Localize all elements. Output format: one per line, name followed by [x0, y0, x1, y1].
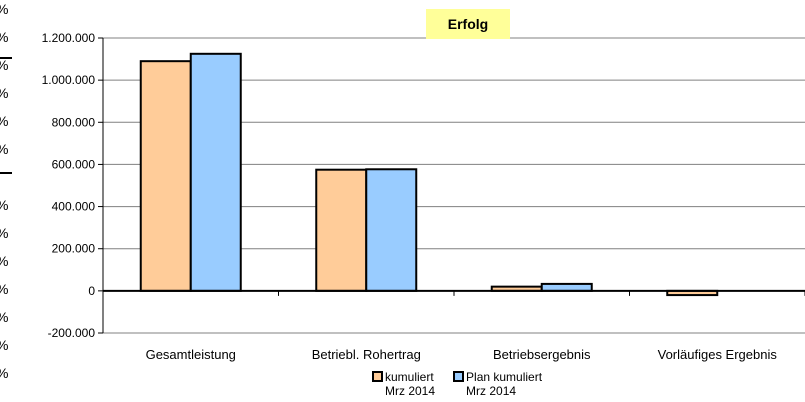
y-tick-label: -200.000	[48, 326, 96, 340]
legend-label-plan: Plan kumuliert Mrz 2014	[466, 370, 543, 398]
y-tick-label: 200.000	[52, 242, 96, 256]
edge-percent-glyph: %	[0, 113, 8, 129]
y-tick-label: 1.000.000	[42, 73, 96, 87]
edge-percent-glyph: %	[0, 309, 8, 325]
edge-percent-glyph: %	[0, 253, 8, 269]
edge-percent-glyph: %	[0, 225, 8, 241]
edge-percent-glyph: %	[0, 1, 8, 17]
x-tick-label: Vorläufiges Ergebnis	[658, 347, 778, 362]
legend-label-kumuliert: kumuliert Mrz 2014	[385, 370, 436, 398]
edge-percent-glyph: %	[0, 197, 8, 213]
y-tick-label: 0	[88, 284, 95, 298]
x-tick-label: Betriebsergebnis	[493, 347, 591, 362]
chart-legend: kumuliert Mrz 2014 Plan kumuliert Mrz 20…	[372, 370, 542, 398]
legend-swatch-plan	[453, 371, 465, 382]
y-tick-label: 400.000	[52, 200, 96, 214]
bar-plan	[189, 52, 242, 292]
edge-percent-glyph: %	[0, 337, 8, 353]
y-tick-label: 1.200.000	[42, 31, 96, 45]
legend-item-kumuliert: kumuliert Mrz 2014	[372, 370, 435, 398]
bar-kumuliert	[139, 60, 192, 292]
edge-percent-glyph: %	[0, 85, 8, 101]
legend-swatch-kumuliert	[372, 371, 383, 382]
y-tick-label: 600.000	[52, 157, 96, 171]
bar-plan	[540, 282, 593, 292]
chart-title: Erfolg	[426, 9, 510, 39]
edge-percent-glyph: %	[0, 29, 8, 45]
edge-percent-glyph: %	[0, 365, 8, 381]
x-tick-label: Betriebl. Rohertrag	[312, 347, 421, 362]
edge-percent-glyph: %	[0, 141, 8, 157]
edge-percent-glyph: %	[0, 281, 8, 297]
y-tick-label: 800.000	[52, 115, 96, 129]
legend-item-plan: Plan kumuliert Mrz 2014	[453, 370, 542, 398]
x-tick-label: Gesamtleistung	[146, 347, 236, 362]
bar-kumuliert	[315, 168, 368, 292]
bar-plan	[365, 168, 418, 292]
edge-percent-glyph: %	[0, 57, 8, 73]
